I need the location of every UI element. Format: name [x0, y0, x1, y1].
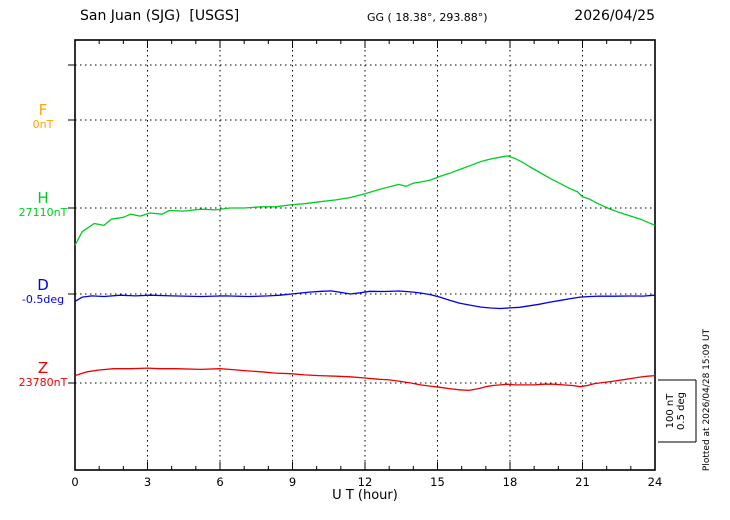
scale-bar-label-nt: 100 nT — [665, 393, 676, 429]
channel-label-d: D -0.5deg — [17, 277, 69, 306]
channel-baseline-f: 0nT — [32, 118, 54, 131]
x-tick-label: 15 — [430, 475, 445, 489]
x-tick-label: 0 — [71, 475, 78, 489]
x-tick-label: 21 — [575, 475, 590, 489]
x-tick-label: 6 — [216, 475, 223, 489]
x-tick-label: 3 — [144, 475, 151, 489]
trace-D — [74, 290, 656, 310]
x-axis-label: U T (hour) — [332, 488, 398, 503]
channel-baseline-d: -0.5deg — [21, 293, 65, 306]
plot-date: 2026/04/25 — [574, 8, 655, 24]
channel-baseline-z: 23780nT — [18, 376, 68, 389]
scale-bar-label: 100 nT 0.5 deg — [665, 392, 687, 430]
plotted-at-timestamp: Plotted at 2026/04/28 15:09 UT — [702, 328, 712, 472]
x-tick-label: 24 — [648, 475, 663, 489]
channel-baseline-h: 27110nT — [18, 206, 68, 219]
trace-Z — [74, 367, 656, 392]
scale-bar-label-deg: 0.5 deg — [676, 392, 687, 430]
channel-label-z: Z 23780nT — [17, 360, 69, 389]
x-tick-label: 12 — [358, 475, 373, 489]
channel-letter-h: H — [37, 189, 49, 207]
x-tick-label: 18 — [503, 475, 518, 489]
trace-H — [74, 155, 656, 246]
geographic-coords: GG ( 18.38°, 293.88°) — [367, 11, 488, 24]
channel-label-f: F 0nT — [17, 102, 69, 131]
x-tick-label: 9 — [289, 475, 296, 489]
channel-letter-z: Z — [37, 359, 49, 377]
channel-letter-d: D — [37, 276, 49, 294]
observatory-title: San Juan (SJG) [USGS] — [80, 8, 240, 24]
channel-label-h: H 27110nT — [17, 190, 69, 219]
channel-letter-f: F — [38, 101, 48, 119]
